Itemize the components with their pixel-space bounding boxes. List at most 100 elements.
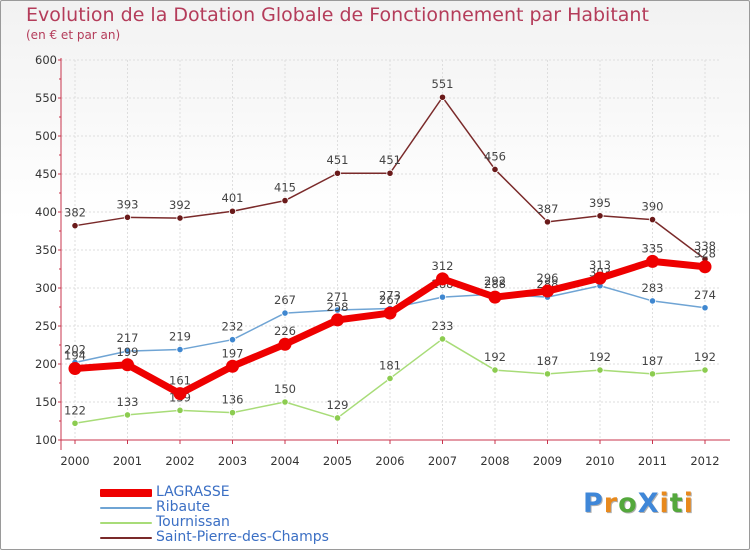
data-point-tournissan <box>386 374 394 383</box>
data-label-lagrasse: 313 <box>589 258 611 272</box>
brand-letter: X <box>637 488 660 519</box>
data-label-tournissan: 150 <box>274 382 296 396</box>
data-point-saint-pierre-des-champs <box>123 213 132 221</box>
data-label-ribaute: 283 <box>642 281 664 295</box>
brand-letter: r <box>603 488 619 519</box>
x-tick-label: 2006 <box>375 454 404 468</box>
data-point-saint-pierre-des-champs <box>543 218 552 226</box>
brand-letter: P <box>583 488 604 519</box>
x-tick-label: 2008 <box>480 454 509 468</box>
data-label-lagrasse: 161 <box>169 374 191 388</box>
y-tick-label: 450 <box>35 167 57 181</box>
data-label-saint-pierre-des-champs: 451 <box>327 153 349 167</box>
x-tick-label: 2007 <box>428 454 457 468</box>
x-tick-label: 2001 <box>113 454 142 468</box>
data-point-ribaute <box>176 345 184 354</box>
data-point-ribaute <box>438 293 447 301</box>
data-label-lagrasse: 194 <box>64 349 86 363</box>
brand-letter: i <box>659 488 670 519</box>
data-point-saint-pierre-des-champs <box>333 169 342 177</box>
data-label-saint-pierre-des-champs: 338 <box>694 239 716 253</box>
legend-swatch <box>100 522 152 524</box>
data-label-lagrasse: 296 <box>537 271 559 285</box>
data-point-lagrasse <box>383 306 397 320</box>
data-label-lagrasse: 258 <box>327 300 349 314</box>
data-label-lagrasse: 335 <box>642 241 664 255</box>
data-point-lagrasse <box>68 362 82 376</box>
data-point-ribaute <box>123 347 132 355</box>
brand-letter: t <box>669 488 684 519</box>
data-label-ribaute: 232 <box>222 320 244 334</box>
data-label-tournissan: 181 <box>379 358 401 372</box>
legend-swatch <box>100 507 152 509</box>
data-label-ribaute: 274 <box>694 288 716 302</box>
data-point-tournissan <box>228 409 237 417</box>
data-point-ribaute <box>701 304 709 312</box>
chart-subtitle: (en € et par an) <box>26 28 121 42</box>
legend-swatch <box>100 537 152 539</box>
data-label-lagrasse: 312 <box>432 259 454 273</box>
data-point-lagrasse <box>488 290 502 304</box>
y-tick-label: 350 <box>35 243 57 257</box>
brand-letter: i <box>683 488 694 519</box>
data-label-ribaute: 271 <box>327 290 349 304</box>
legend-swatch <box>100 489 152 497</box>
data-point-ribaute <box>228 336 237 344</box>
data-label-tournissan: 233 <box>432 319 454 333</box>
legend-label: Tournissan <box>156 514 230 530</box>
data-label-saint-pierre-des-champs: 390 <box>642 200 664 214</box>
data-label-tournissan: 192 <box>484 350 506 364</box>
data-point-lagrasse <box>226 359 239 373</box>
data-point-tournissan <box>71 419 79 427</box>
data-point-tournissan <box>596 366 604 374</box>
data-label-saint-pierre-des-champs: 551 <box>432 77 454 91</box>
x-tick-label: 2012 <box>690 454 719 468</box>
brand-letter: o <box>618 488 638 519</box>
legend-label: LAGRASSE <box>156 484 230 500</box>
data-point-saint-pierre-des-champs <box>491 165 499 174</box>
data-label-tournissan: 187 <box>537 354 559 368</box>
data-point-tournissan <box>491 366 499 374</box>
data-label-ribaute: 267 <box>274 293 296 307</box>
data-point-tournissan <box>648 370 657 378</box>
y-tick-label: 250 <box>35 319 57 333</box>
x-tick-label: 2004 <box>270 454 299 468</box>
brand-logo: ProXiti <box>583 488 694 519</box>
data-point-saint-pierre-des-champs <box>438 93 447 101</box>
data-point-tournissan <box>176 406 184 414</box>
y-tick-label: 100 <box>35 433 57 447</box>
y-tick-label: 600 <box>35 53 57 67</box>
data-label-ribaute: 217 <box>117 331 139 345</box>
data-point-tournissan <box>701 366 709 374</box>
y-tick-label: 550 <box>35 91 57 105</box>
data-label-lagrasse: 267 <box>379 293 401 307</box>
data-label-tournissan: 129 <box>327 398 349 412</box>
y-tick-label: 150 <box>35 395 57 409</box>
data-label-ribaute: 292 <box>484 274 506 288</box>
data-label-lagrasse: 288 <box>484 277 506 291</box>
data-label-tournissan: 122 <box>64 403 86 417</box>
legend-item-tournissan: Tournissan <box>100 514 400 530</box>
data-label-tournissan: 192 <box>589 350 611 364</box>
data-point-lagrasse <box>278 337 292 351</box>
data-label-saint-pierre-des-champs: 401 <box>222 191 244 205</box>
legend-item-ribaute: Ribaute <box>100 499 400 515</box>
data-point-lagrasse <box>541 284 554 298</box>
legend-item-saint-pierre-des-champs: Saint-Pierre-des-Champs <box>100 529 400 545</box>
x-tick-label: 2003 <box>218 454 247 468</box>
data-point-lagrasse <box>121 358 134 372</box>
y-tick-label: 400 <box>35 205 57 219</box>
data-point-ribaute <box>281 309 289 317</box>
data-point-tournissan <box>438 335 447 343</box>
data-point-lagrasse <box>331 313 344 327</box>
x-tick-label: 2009 <box>533 454 562 468</box>
data-point-saint-pierre-des-champs <box>281 197 289 205</box>
x-tick-label: 2005 <box>323 454 352 468</box>
data-point-tournissan <box>281 398 289 406</box>
data-point-lagrasse <box>593 271 607 285</box>
y-tick-label: 200 <box>35 357 57 371</box>
data-point-lagrasse <box>436 272 449 286</box>
data-point-ribaute <box>648 297 657 305</box>
